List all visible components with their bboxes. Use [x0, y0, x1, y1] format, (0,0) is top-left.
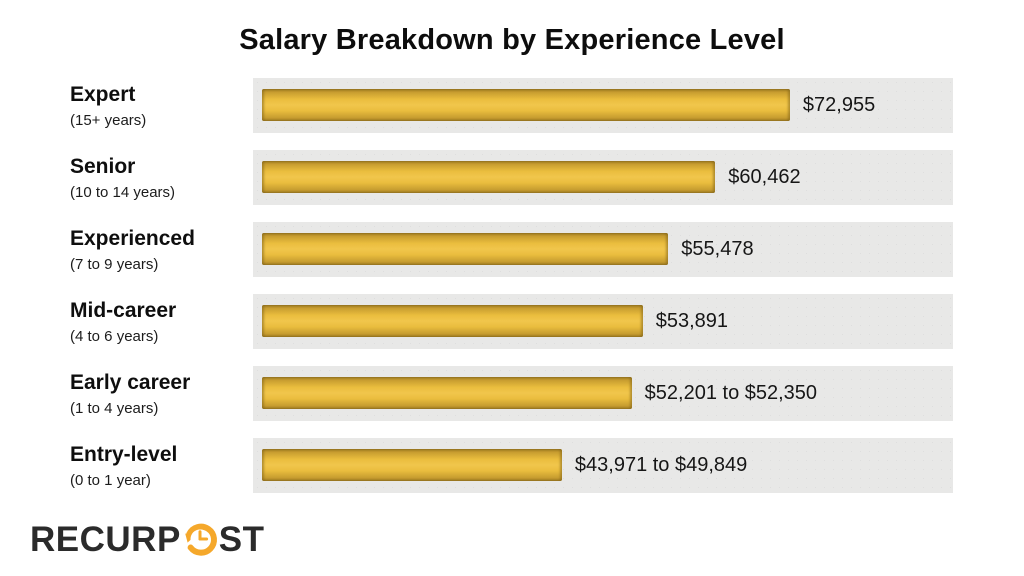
row-label-block: Expert (15+ years) [70, 81, 253, 128]
bar-chart: Expert (15+ years) $72,955 Senior (10 to… [70, 69, 953, 501]
row-label: Senior [70, 155, 136, 179]
row-sublabel: (10 to 14 years) [70, 183, 176, 201]
bar-track: $72,955 [253, 77, 953, 133]
row-label: Early career [70, 371, 191, 395]
row-label-block: Early career (1 to 4 years) [70, 369, 253, 416]
bar-early-career [262, 377, 632, 409]
bar-entry-level [262, 449, 562, 481]
bar-value: $72,955 [802, 93, 876, 116]
recurpost-logo: RECURP ST [30, 521, 265, 557]
bar-mid-career [262, 305, 643, 337]
bar-track: $60,462 [253, 149, 953, 205]
row-sublabel: (1 to 4 years) [70, 399, 159, 417]
row-sublabel: (15+ years) [70, 111, 147, 129]
chart-row-mid-career: Mid-career (4 to 6 years) $53,891 [70, 285, 953, 357]
row-label-block: Entry-level (0 to 1 year) [70, 441, 253, 488]
chart-row-expert: Expert (15+ years) $72,955 [70, 69, 953, 141]
bar-track: $52,201 to $52,350 [253, 365, 953, 421]
bar-value: $43,971 to $49,849 [574, 453, 748, 476]
bar-value: $53,891 [655, 309, 729, 332]
bar-track: $53,891 [253, 293, 953, 349]
row-label: Entry-level [70, 443, 178, 467]
logo-text-right: ST [218, 519, 265, 559]
bar-expert [262, 89, 790, 121]
row-label: Mid-career [70, 299, 177, 323]
chart-row-senior: Senior (10 to 14 years) $60,462 [70, 141, 953, 213]
chart-title: Salary Breakdown by Experience Level [239, 24, 785, 56]
bar-senior [262, 161, 716, 193]
bar-value: $60,462 [728, 165, 801, 188]
row-sublabel: (7 to 9 years) [70, 255, 159, 273]
row-sublabel: (0 to 1 year) [70, 471, 151, 489]
clock-history-icon [184, 523, 217, 556]
row-sublabel: (4 to 6 years) [70, 327, 159, 345]
row-label: Expert [70, 83, 136, 107]
row-label-block: Experienced (7 to 9 years) [70, 225, 253, 272]
chart-row-experienced: Experienced (7 to 9 years) $55,478 [70, 213, 953, 285]
bar-value: $55,478 [681, 237, 754, 260]
logo-text-left: RECURP [30, 519, 181, 559]
row-label-block: Mid-career (4 to 6 years) [70, 297, 253, 344]
bar-track: $43,971 to $49,849 [253, 437, 953, 493]
bar-track: $55,478 [253, 221, 953, 277]
row-label: Experienced [70, 227, 195, 251]
bar-experienced [262, 233, 669, 265]
chart-row-early-career: Early career (1 to 4 years) $52,201 to $… [70, 357, 953, 429]
bar-value: $52,201 to $52,350 [644, 381, 818, 404]
chart-row-entry-level: Entry-level (0 to 1 year) $43,971 to $49… [70, 429, 953, 501]
row-label-block: Senior (10 to 14 years) [70, 153, 253, 200]
